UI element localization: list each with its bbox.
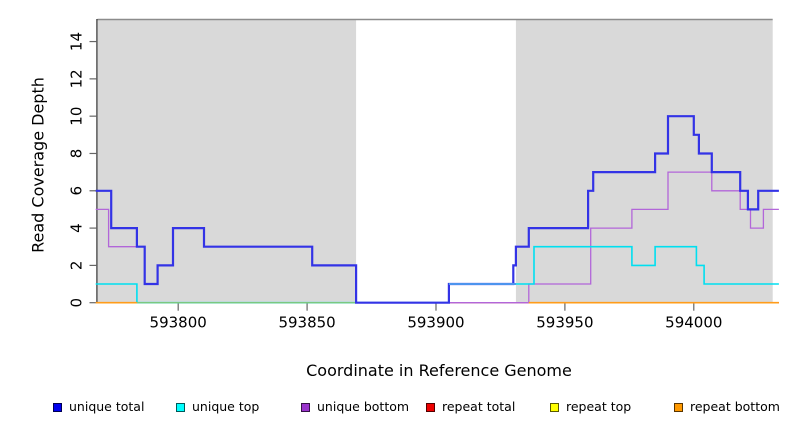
x-tick-label: 593950 (536, 314, 593, 332)
y-tick-label: 12 (68, 69, 86, 88)
y-tick-label: 2 (68, 261, 86, 271)
y-tick-label: 4 (68, 223, 86, 233)
x-axis-title: Coordinate in Reference Genome (306, 361, 572, 380)
y-axis-title: Read Coverage Depth (28, 77, 48, 253)
y-tick-label: 0 (68, 298, 86, 308)
x-tick-label: 593900 (407, 314, 464, 332)
x-tick-label: 593800 (150, 314, 207, 332)
x-tick-label: 594000 (665, 314, 722, 332)
y-tick-label: 10 (68, 107, 86, 126)
y-tick-label: 8 (68, 149, 86, 159)
gap-region (356, 20, 516, 304)
y-tick-label: 6 (68, 186, 86, 196)
series-unique-total-line (95, 115, 779, 304)
x-tick-label: 593850 (278, 314, 335, 332)
y-tick-label: 14 (68, 32, 86, 51)
